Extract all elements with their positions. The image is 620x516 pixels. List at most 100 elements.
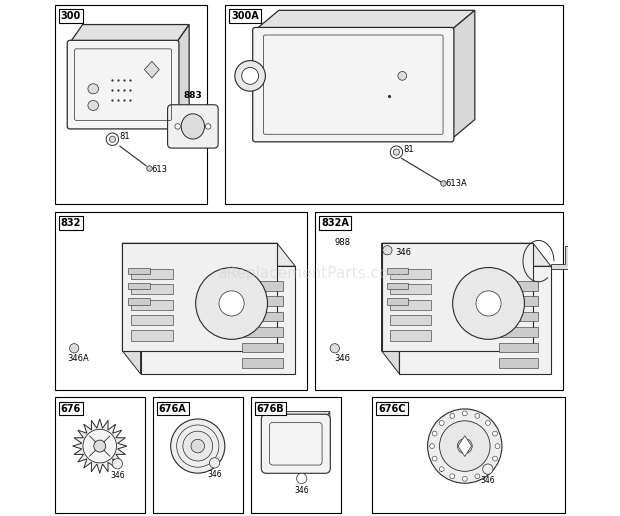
Bar [55, 397, 145, 513]
Text: 346: 346 [294, 486, 309, 495]
Circle shape [210, 458, 219, 468]
FancyBboxPatch shape [261, 414, 330, 473]
Bar [391, 300, 432, 310]
Bar [499, 296, 538, 306]
Polygon shape [399, 266, 551, 374]
Circle shape [432, 431, 437, 436]
Bar [387, 298, 409, 305]
Circle shape [94, 440, 105, 452]
Bar [499, 358, 538, 367]
Bar [250, 397, 341, 513]
Polygon shape [255, 10, 475, 30]
Circle shape [219, 291, 244, 316]
Bar [128, 283, 149, 289]
Bar [131, 330, 174, 341]
Circle shape [475, 474, 480, 479]
Circle shape [476, 291, 501, 316]
FancyBboxPatch shape [167, 105, 218, 148]
Circle shape [69, 344, 79, 353]
Polygon shape [141, 266, 295, 374]
Circle shape [439, 421, 444, 425]
Circle shape [493, 431, 497, 436]
Text: 832: 832 [61, 218, 81, 228]
Bar [131, 269, 174, 279]
Circle shape [450, 474, 454, 479]
Circle shape [485, 421, 490, 425]
Bar [242, 327, 283, 337]
Text: 346A: 346A [68, 354, 89, 363]
Bar [499, 327, 538, 337]
Bar [499, 312, 538, 321]
Text: 883: 883 [184, 91, 202, 100]
Circle shape [463, 411, 467, 416]
Circle shape [109, 136, 115, 142]
Polygon shape [381, 243, 551, 266]
Bar [242, 343, 283, 352]
Bar [153, 397, 243, 513]
Bar [131, 284, 174, 295]
Circle shape [495, 444, 500, 448]
Circle shape [205, 124, 211, 129]
Text: 832A: 832A [321, 218, 349, 228]
Text: 300: 300 [61, 11, 81, 21]
Text: 81: 81 [404, 144, 414, 154]
Polygon shape [458, 436, 471, 457]
Text: 676: 676 [61, 404, 81, 413]
Bar [242, 358, 283, 367]
Polygon shape [381, 243, 533, 351]
Bar [242, 281, 283, 291]
Circle shape [83, 429, 117, 463]
Circle shape [453, 267, 525, 340]
Circle shape [483, 464, 493, 474]
Circle shape [170, 419, 225, 473]
Circle shape [296, 473, 307, 483]
Polygon shape [122, 243, 295, 266]
Bar [499, 343, 538, 352]
Text: 346: 346 [110, 471, 125, 480]
Polygon shape [70, 25, 189, 43]
Circle shape [458, 439, 472, 454]
Polygon shape [73, 419, 127, 473]
Circle shape [463, 476, 467, 481]
Circle shape [493, 456, 497, 461]
Ellipse shape [88, 101, 99, 110]
Bar [391, 315, 432, 325]
Polygon shape [122, 243, 277, 351]
Circle shape [428, 409, 502, 483]
Bar [131, 300, 174, 310]
Bar [387, 283, 409, 289]
Polygon shape [144, 61, 159, 78]
Polygon shape [451, 10, 475, 139]
Polygon shape [122, 243, 141, 374]
Text: 346: 346 [395, 248, 411, 257]
Circle shape [450, 413, 454, 418]
Circle shape [432, 456, 437, 461]
Circle shape [390, 146, 402, 158]
Text: 676B: 676B [257, 404, 285, 413]
Text: 300A: 300A [231, 11, 259, 21]
Bar [55, 5, 207, 204]
Bar [315, 212, 563, 390]
Circle shape [383, 246, 392, 255]
Polygon shape [325, 412, 330, 468]
Bar [391, 330, 432, 341]
FancyBboxPatch shape [67, 40, 179, 129]
Text: aReplacementParts.com: aReplacementParts.com [217, 266, 403, 281]
Circle shape [191, 439, 205, 453]
Circle shape [183, 431, 213, 461]
Circle shape [398, 72, 407, 80]
Polygon shape [176, 25, 189, 126]
Bar [499, 281, 538, 291]
Circle shape [196, 267, 267, 340]
Circle shape [430, 444, 435, 448]
Text: 346: 346 [335, 354, 351, 363]
Circle shape [330, 344, 339, 353]
FancyBboxPatch shape [253, 27, 454, 142]
Text: 346: 346 [480, 476, 495, 486]
Bar [225, 5, 563, 204]
Text: 81: 81 [120, 132, 130, 141]
Text: 346: 346 [207, 470, 222, 479]
Bar [128, 298, 149, 305]
Circle shape [175, 124, 180, 129]
Bar [128, 267, 149, 274]
